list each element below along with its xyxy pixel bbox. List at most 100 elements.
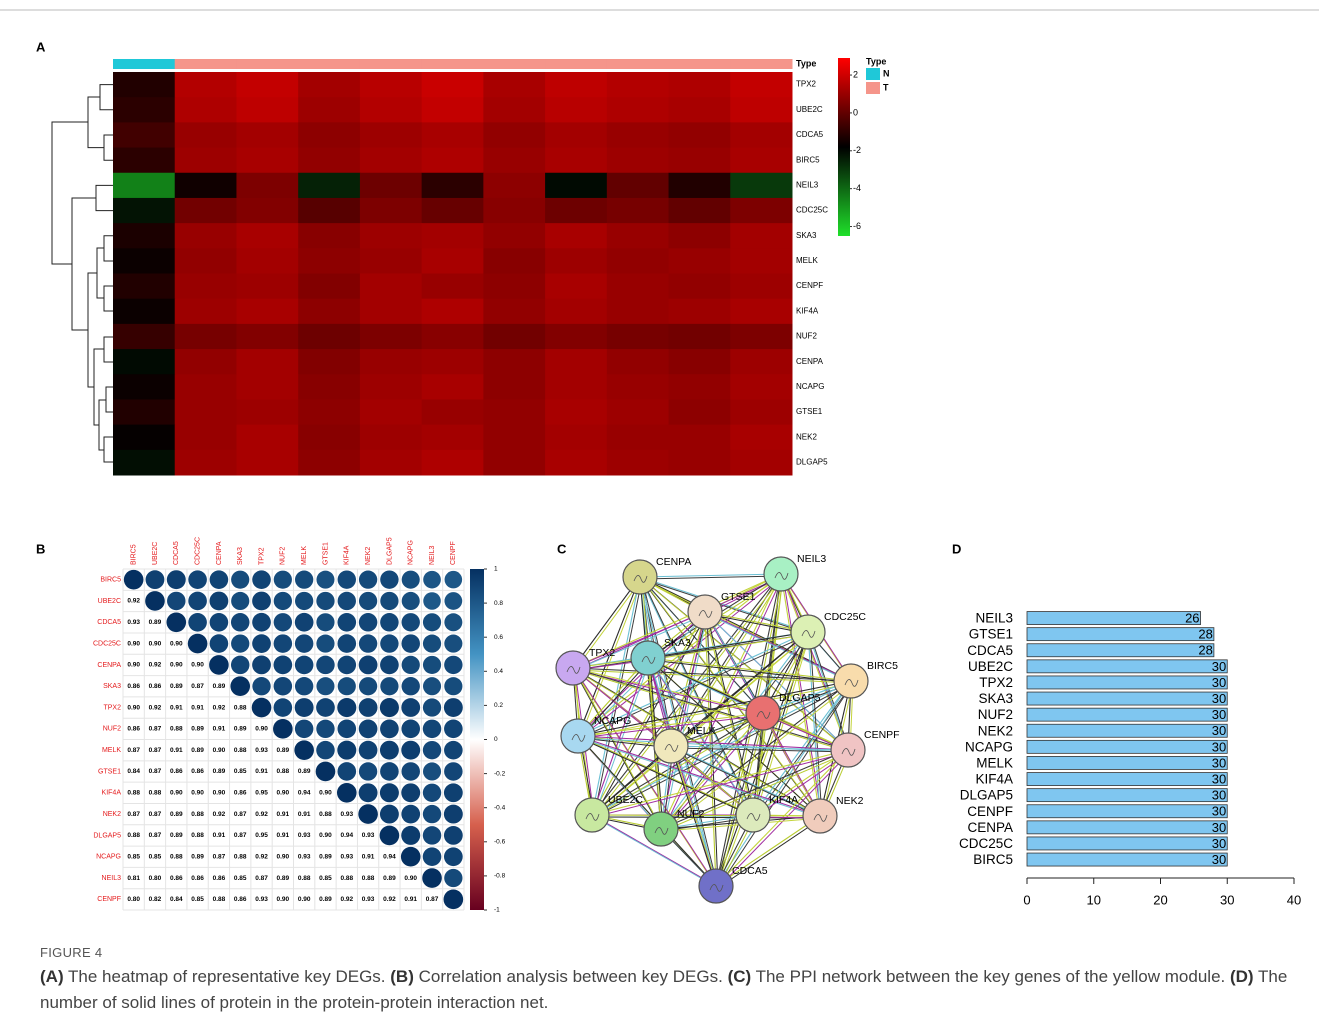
corr-circle — [316, 762, 336, 782]
corr-value: 0.87 — [149, 768, 162, 775]
heat-cell — [545, 349, 607, 375]
heat-cell — [236, 198, 298, 224]
heat-cell — [175, 223, 237, 249]
corr-value: 0.87 — [255, 875, 268, 882]
type-cell — [113, 59, 175, 69]
corr-circle — [252, 613, 271, 632]
heat-cell — [669, 148, 731, 174]
heat-cell — [113, 450, 175, 476]
corr-value: 0.92 — [213, 811, 226, 818]
heat-cell — [298, 374, 360, 400]
category-label: CDCA5 — [967, 643, 1013, 658]
x-tick-label: 10 — [1087, 892, 1101, 907]
corr-circle — [444, 720, 463, 739]
corr-value: 0.87 — [149, 832, 162, 839]
colorbar-label: 0.6 — [494, 634, 503, 641]
bar — [1027, 692, 1227, 705]
caption-sentence: The heatmap of representative key DEGs. — [64, 967, 391, 986]
corr-circle — [444, 698, 463, 717]
bar-value: 28 — [1198, 643, 1212, 658]
corr-value: 0.89 — [213, 683, 226, 690]
colorbar-label: 0 — [853, 107, 858, 117]
panel-letter: A — [36, 39, 46, 54]
corr-circle — [295, 720, 313, 738]
node-label: CENPF — [864, 729, 900, 741]
corr-circle — [423, 762, 441, 780]
heat-cell — [236, 248, 298, 274]
column-label: TPX2 — [258, 547, 265, 565]
type-cell — [730, 59, 792, 69]
corr-circle — [380, 805, 399, 824]
corr-value: 0.93 — [362, 832, 375, 839]
heat-cell — [175, 374, 237, 400]
heat-cell — [113, 349, 175, 375]
heat-cell — [298, 97, 360, 123]
heat-cell — [483, 349, 545, 375]
category-label: KIF4A — [975, 772, 1013, 787]
corr-circle — [337, 741, 356, 760]
corr-value: 0.89 — [234, 726, 247, 733]
heat-cell — [360, 72, 422, 98]
row-label: NEK2 — [796, 432, 817, 441]
corr-circle — [358, 804, 378, 824]
corr-circle — [444, 847, 463, 866]
corr-circle — [295, 656, 314, 675]
column-label: CDCA5 — [173, 541, 180, 565]
corr-circle — [423, 613, 441, 631]
corr-circle — [337, 613, 356, 632]
heat-cell — [298, 425, 360, 451]
heat-cell — [422, 299, 484, 325]
heat-cell — [730, 349, 792, 375]
heat-cell — [360, 198, 422, 224]
corr-value: 0.90 — [277, 896, 290, 903]
bar-value: 30 — [1212, 788, 1226, 803]
heat-cell — [236, 97, 298, 123]
corr-value: 0.88 — [213, 896, 226, 903]
colorbar-label: -1 — [494, 907, 500, 914]
heat-cell — [422, 97, 484, 123]
corr-circle — [423, 635, 441, 653]
corr-value: 0.90 — [213, 747, 226, 754]
corr-value: 0.89 — [149, 619, 162, 626]
row-label: CENPA — [796, 357, 824, 366]
heat-cell — [483, 450, 545, 476]
heat-cell — [607, 223, 669, 249]
heat-cell — [175, 173, 237, 199]
corr-circle — [252, 592, 271, 611]
heat-cell — [236, 349, 298, 375]
corr-value: 0.88 — [319, 811, 332, 818]
heat-cell — [175, 349, 237, 375]
row-label: KIF4A — [796, 306, 819, 315]
type-cell — [360, 59, 422, 69]
heat-cell — [422, 349, 484, 375]
corr-circle — [444, 762, 462, 780]
bar — [1027, 773, 1227, 786]
corr-circle — [380, 634, 398, 652]
node-label: KIF4A — [769, 794, 798, 806]
column-label: CDC25C — [194, 537, 201, 565]
heat-cell — [730, 198, 792, 224]
corr-circle — [380, 826, 400, 846]
node-label: NCAPG — [594, 715, 631, 727]
corr-circle — [316, 720, 334, 738]
heat-cell — [669, 122, 731, 148]
heat-cell — [422, 374, 484, 400]
corr-value: 0.88 — [298, 875, 311, 882]
heat-cell — [669, 248, 731, 274]
node-label: TPX2 — [589, 647, 615, 659]
corr-circle — [210, 592, 229, 611]
row-label: CENPA — [97, 662, 121, 669]
corr-value: 0.87 — [127, 747, 140, 754]
heat-cell — [545, 425, 607, 451]
node-label: MELK — [687, 725, 716, 737]
corr-value: 0.87 — [149, 811, 162, 818]
heat-cell — [669, 399, 731, 425]
heat-cell — [298, 450, 360, 476]
bar-value: 30 — [1212, 755, 1226, 770]
row-label: NEK2 — [103, 811, 121, 818]
heat-cell — [730, 148, 792, 174]
corr-value: 0.92 — [149, 662, 162, 669]
row-label: MELK — [796, 256, 818, 265]
corr-circle — [423, 805, 441, 823]
corr-circle — [423, 847, 442, 866]
